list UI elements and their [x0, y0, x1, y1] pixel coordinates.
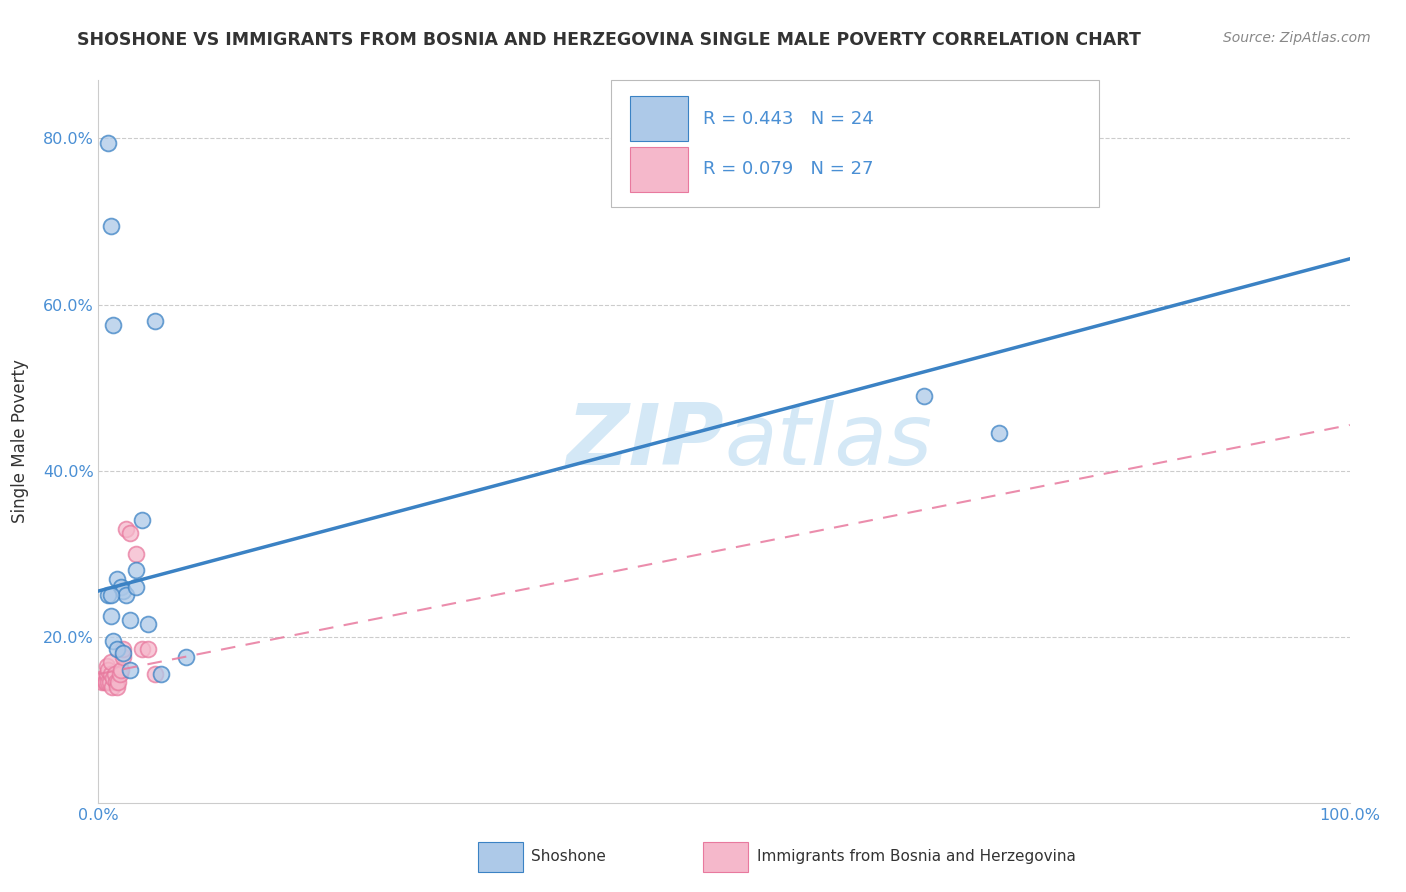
- Point: [112, 646, 135, 660]
- FancyBboxPatch shape: [703, 842, 748, 872]
- Point: [912, 389, 935, 403]
- Point: [125, 563, 148, 577]
- Point: [103, 318, 125, 333]
- Point: [105, 642, 128, 657]
- Point: [150, 667, 173, 681]
- Point: [101, 680, 124, 694]
- Point: [110, 580, 132, 594]
- Text: atlas: atlas: [724, 400, 932, 483]
- Point: [118, 663, 141, 677]
- Point: [97, 136, 120, 150]
- Point: [96, 667, 118, 681]
- Point: [103, 633, 125, 648]
- Point: [108, 667, 131, 681]
- FancyBboxPatch shape: [630, 96, 688, 141]
- Point: [138, 617, 160, 632]
- Point: [97, 675, 120, 690]
- Point: [100, 655, 122, 669]
- Point: [110, 663, 132, 677]
- Point: [115, 522, 138, 536]
- Point: [94, 675, 117, 690]
- Text: R = 0.079   N = 27: R = 0.079 N = 27: [703, 161, 873, 178]
- Point: [104, 675, 127, 690]
- Point: [93, 671, 115, 685]
- Point: [100, 667, 122, 681]
- Point: [112, 584, 135, 599]
- Point: [97, 663, 120, 677]
- Point: [138, 642, 160, 657]
- Point: [112, 650, 135, 665]
- Point: [104, 667, 127, 681]
- FancyBboxPatch shape: [612, 80, 1099, 207]
- Y-axis label: Single Male Poverty: Single Male Poverty: [11, 359, 28, 524]
- Point: [143, 314, 166, 328]
- Point: [100, 588, 122, 602]
- Point: [131, 513, 153, 527]
- Point: [988, 426, 1011, 441]
- Point: [96, 658, 118, 673]
- Point: [100, 609, 122, 624]
- Point: [107, 675, 129, 690]
- Text: Source: ZipAtlas.com: Source: ZipAtlas.com: [1223, 31, 1371, 45]
- Text: Immigrants from Bosnia and Herzegovina: Immigrants from Bosnia and Herzegovina: [756, 849, 1076, 863]
- Text: SHOSHONE VS IMMIGRANTS FROM BOSNIA AND HERZEGOVINA SINGLE MALE POVERTY CORRELATI: SHOSHONE VS IMMIGRANTS FROM BOSNIA AND H…: [77, 31, 1142, 49]
- Point: [125, 547, 148, 561]
- Point: [118, 525, 141, 540]
- Point: [174, 650, 197, 665]
- Point: [91, 675, 114, 690]
- FancyBboxPatch shape: [478, 842, 523, 872]
- Point: [118, 613, 141, 627]
- Point: [112, 642, 135, 657]
- Point: [115, 588, 138, 602]
- Point: [97, 588, 120, 602]
- Point: [100, 219, 122, 233]
- Point: [93, 675, 115, 690]
- Point: [105, 572, 128, 586]
- FancyBboxPatch shape: [630, 147, 688, 192]
- Text: R = 0.443   N = 24: R = 0.443 N = 24: [703, 110, 873, 128]
- Point: [103, 671, 125, 685]
- Text: Shoshone: Shoshone: [531, 849, 606, 863]
- Text: ZIP: ZIP: [567, 400, 724, 483]
- Point: [131, 642, 153, 657]
- Point: [143, 667, 166, 681]
- Point: [105, 680, 128, 694]
- Point: [125, 580, 148, 594]
- Point: [98, 675, 121, 690]
